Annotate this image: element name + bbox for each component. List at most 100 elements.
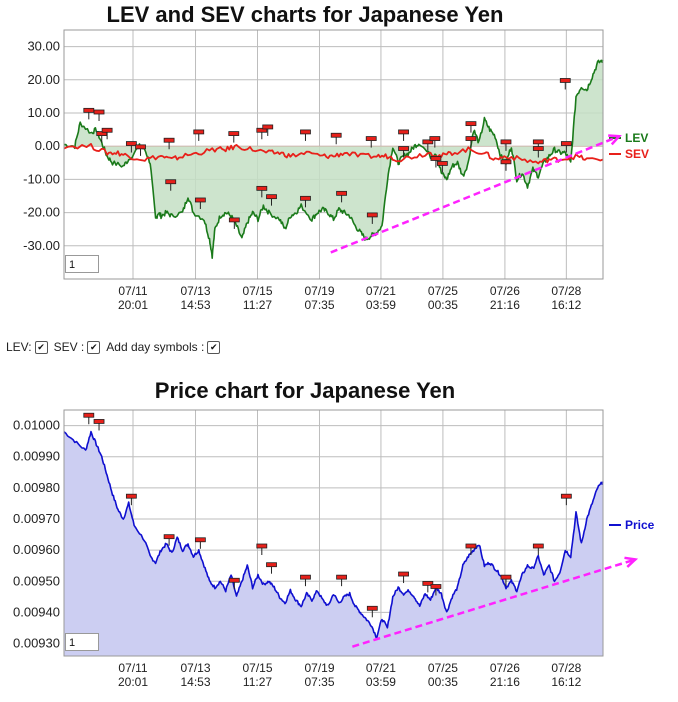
x-tick-time: 11:27: [243, 675, 272, 689]
day-marker-flag: [532, 139, 544, 145]
day-marker: [256, 543, 268, 556]
day-marker-flag: [422, 139, 434, 145]
day-marker: [465, 543, 477, 556]
x-tick-time: 03:59: [366, 675, 396, 689]
day-marker: [256, 127, 268, 140]
y-tick-label: 0.00: [35, 138, 60, 153]
x-tick-date: 07/13: [181, 284, 211, 298]
series-fill-lev: [64, 59, 603, 259]
series-toggle-controls: LEV: ✔ SEV : ✔ Add day symbols : ✔: [6, 340, 224, 354]
day-symbols-checkbox[interactable]: ✔: [207, 340, 221, 354]
day-marker-flag: [436, 161, 448, 166]
price-axes: 0.01000 0.00990 0.00980 0.00970 0.00960 0.009…: [13, 409, 604, 689]
x-tick-date: 07/15: [242, 284, 272, 298]
y-tick-label: 30.00: [27, 39, 60, 54]
day-marker-flag: [422, 580, 434, 586]
day-marker: [500, 159, 512, 171]
x-tick-time: 00:35: [428, 675, 458, 689]
day-marker-flag: [365, 136, 377, 141]
day-marker: [194, 537, 206, 549]
day-marker: [300, 129, 311, 141]
day-marker-flag: [336, 190, 347, 196]
day-marker: [165, 179, 177, 191]
x-tick-time: 00:35: [428, 298, 458, 312]
day-marker-flag: [193, 129, 205, 135]
day-marker: [560, 493, 572, 506]
y-tick-label: 0.00940: [13, 604, 60, 619]
sev-toggle[interactable]: SEV : ✔: [54, 340, 101, 354]
day-marker-flag: [228, 131, 240, 136]
day-marker-flag: [300, 129, 311, 135]
price-day-markers: [83, 412, 572, 618]
day-marker-flag: [163, 137, 175, 143]
x-tick-time: 16:12: [551, 675, 581, 689]
day-marker: [135, 144, 146, 156]
series-line-price: [63, 430, 604, 640]
day-marker-flag: [83, 412, 95, 418]
day-marker: [300, 195, 311, 208]
day-marker-flag: [165, 179, 177, 185]
day-marker: [436, 161, 448, 173]
day-marker: [330, 132, 342, 145]
day-marker-flag: [366, 605, 378, 611]
price-area-fill: [64, 431, 603, 656]
lev-toggle[interactable]: LEV: ✔: [6, 340, 48, 354]
day-symbols-label: Add day symbols :: [106, 340, 205, 354]
x-tick-date: 07/11: [118, 284, 147, 298]
day-marker: [336, 574, 347, 587]
day-marker-flag: [559, 78, 571, 83]
sev-checkbox[interactable]: ✔: [87, 340, 101, 354]
day-marker: [228, 131, 240, 143]
day-marker: [163, 137, 175, 150]
lev-area-fill: [64, 59, 603, 259]
lev-checkbox[interactable]: ✔: [34, 340, 48, 354]
day-marker: [430, 156, 442, 168]
day-marker-flag: [300, 195, 311, 201]
day-marker-flag: [300, 574, 311, 580]
day-marker-flag: [398, 129, 409, 135]
price-period-input[interactable]: 1: [65, 633, 99, 651]
day-marker-flag: [125, 493, 137, 499]
day-marker: [465, 136, 477, 148]
day-marker-flag: [194, 537, 206, 543]
day-marker: [300, 574, 311, 587]
day-marker-flag: [135, 144, 146, 150]
day-marker-flag: [398, 571, 409, 577]
day-marker: [500, 139, 512, 151]
plot-border: [63, 29, 604, 280]
day-marker: [194, 197, 206, 209]
x-tick-time: 03:59: [366, 298, 396, 312]
day-marker-flag: [500, 574, 512, 580]
y-tick-label: -10.00: [23, 171, 60, 186]
day-marker: [532, 146, 544, 158]
day-marker-flag: [256, 185, 268, 191]
x-tick-date: 07/26: [490, 661, 520, 675]
y-tick-label: 10.00: [27, 105, 60, 120]
day-marker-flag: [465, 136, 477, 141]
trend-arrow-head: [624, 556, 639, 568]
day-marker-flag: [398, 146, 409, 151]
x-tick-time: 11:27: [243, 298, 272, 312]
y-tick-label: 0.00930: [13, 636, 60, 651]
x-tick-time: 07:35: [304, 298, 334, 312]
y-tick-label: -20.00: [23, 205, 60, 220]
day-marker: [163, 534, 175, 546]
day-marker-flag: [430, 584, 442, 589]
x-tick-date: 07/25: [428, 661, 458, 675]
plot-border: [63, 409, 604, 657]
price-line: [63, 430, 604, 640]
lev-sev-day-markers: [83, 78, 572, 229]
day-marker: [398, 129, 409, 141]
day-marker-flag: [93, 109, 105, 115]
price-chart: Price chart for Japanese Yen 0.01000 0.00…: [13, 378, 655, 689]
y-tick-label: 0.00970: [13, 511, 60, 526]
day-marker-flag: [532, 543, 544, 549]
lev-sev-period-input[interactable]: 1: [65, 255, 99, 273]
day-marker-flag: [532, 146, 544, 151]
day-symbols-toggle[interactable]: Add day symbols : ✔: [106, 340, 221, 354]
day-marker: [262, 124, 274, 136]
day-marker-flag: [266, 194, 277, 200]
x-tick-date: 07/19: [304, 284, 334, 298]
day-marker: [125, 493, 137, 506]
